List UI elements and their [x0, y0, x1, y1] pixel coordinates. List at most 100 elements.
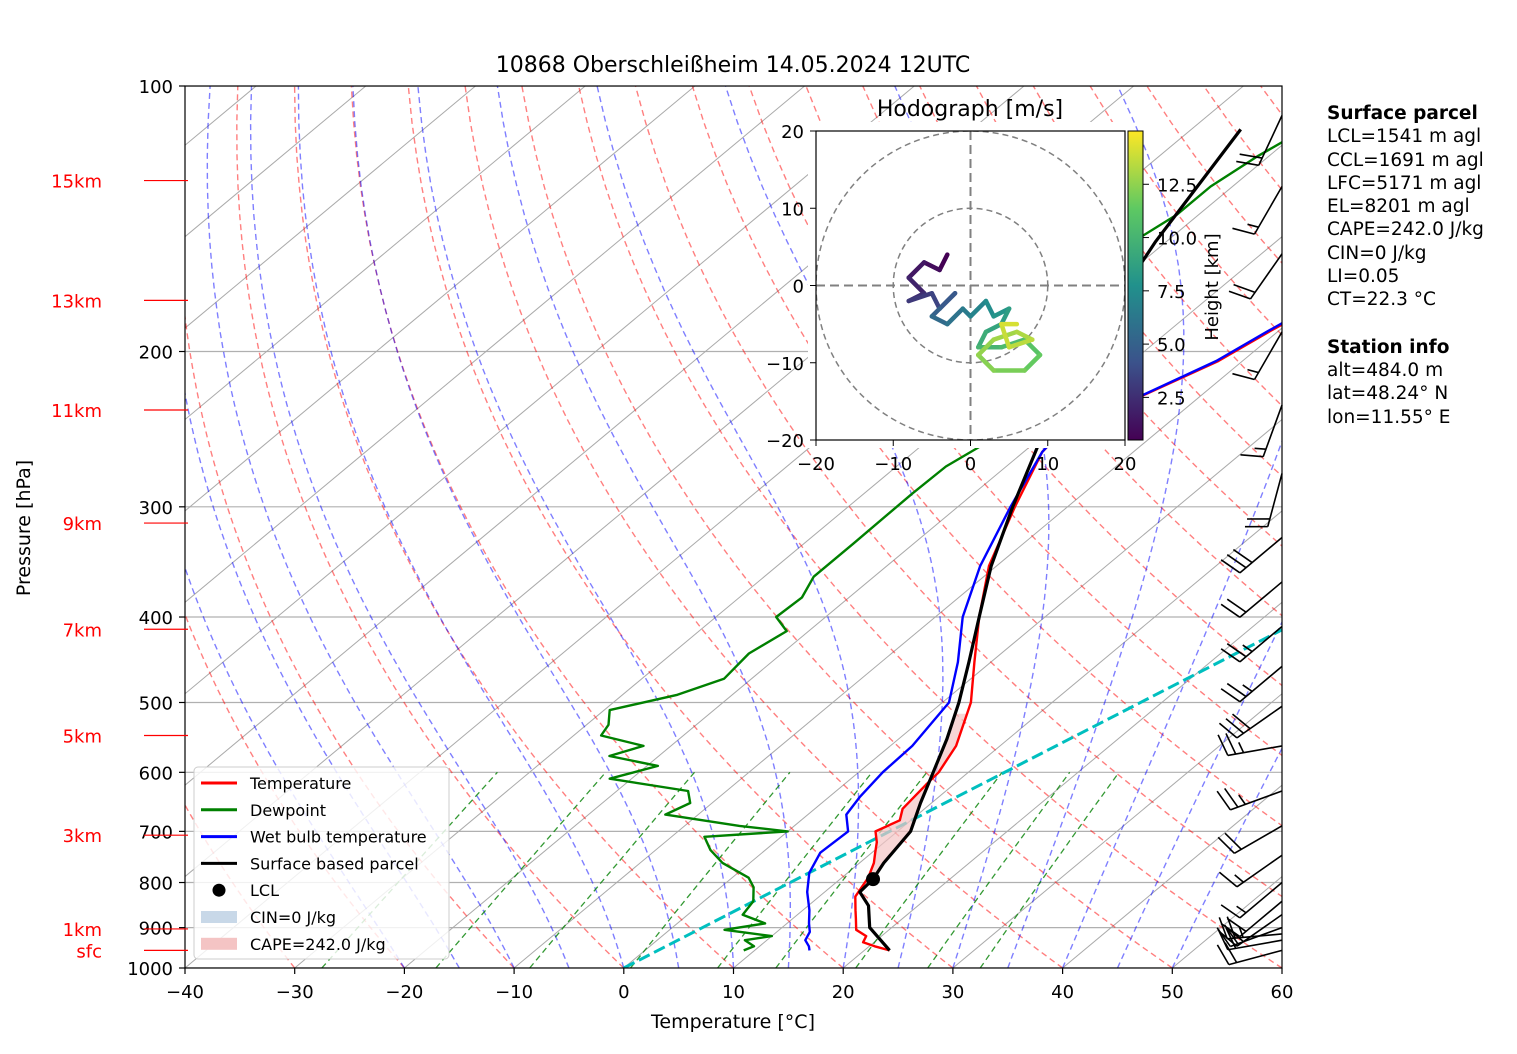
hodograph-y-tick: −20	[766, 431, 804, 452]
mixing-ratio-line	[927, 771, 1071, 968]
wind-barb	[1220, 900, 1283, 938]
moist-adiabat	[1116, 620, 1282, 968]
wind-barb	[1217, 733, 1283, 757]
hodograph: Hodograph [m/s] −20−20 −10 −10 0 0 10 10 20 20 2…	[766, 97, 1223, 475]
x-tick-label: 10	[722, 982, 745, 1003]
legend-entry: Dewpoint	[201, 801, 326, 820]
dry-adiabat	[521, 86, 1173, 968]
hodograph-segment	[929, 314, 950, 327]
dry-adiabat	[407, 86, 954, 968]
hodograph-segment	[945, 306, 966, 327]
x-tick-label: −20	[385, 982, 423, 1003]
moist-adiabat	[297, 86, 625, 968]
dry-adiabat	[293, 86, 734, 968]
height-label: 3km	[63, 826, 102, 847]
mixing-ratio-line	[435, 771, 607, 968]
surface-parcel-line: LI=0.05	[1327, 266, 1400, 288]
colorbar-tick: 5.0	[1157, 335, 1186, 356]
station-info-line: lon=11.55° E	[1327, 406, 1451, 428]
hodograph-segment	[968, 298, 989, 319]
hodograph-segment	[1006, 337, 1035, 350]
x-axis-label: Temperature [°C]	[650, 1011, 815, 1033]
moist-adiabat	[417, 86, 735, 968]
height-label: 5km	[63, 727, 102, 748]
hodograph-segment	[937, 252, 950, 273]
mixing-ratio-line	[629, 771, 791, 968]
wind-barb	[1220, 536, 1283, 574]
colorbar-tick: 12.5	[1157, 175, 1197, 196]
height-label: 7km	[63, 620, 102, 641]
legend-label: Wet bulb temperature	[250, 828, 427, 847]
wind-barb	[1232, 186, 1283, 235]
isotherm	[185, 86, 367, 238]
pressure-tick-label: 200	[139, 343, 173, 364]
surface-parcel-line: CT=22.3 °C	[1327, 289, 1436, 311]
wind-barb	[1232, 331, 1283, 381]
hodograph-segment	[999, 337, 1027, 350]
hodograph-x-tick: 10	[1036, 454, 1059, 475]
x-tick-label: 50	[1161, 982, 1184, 1003]
hodograph-segment	[921, 260, 942, 273]
height-label: 9km	[63, 514, 102, 535]
wind-barb	[1244, 473, 1283, 528]
mixing-ratio-line	[529, 771, 695, 968]
hodograph-segment	[937, 290, 958, 311]
wind-barb	[1220, 625, 1283, 663]
moist-adiabat	[206, 86, 515, 968]
surface-parcel-line: LCL=1541 m agl	[1327, 126, 1482, 148]
isotherm	[185, 86, 805, 603]
dry-adiabat	[691, 86, 1282, 827]
pressure-tick-label: 700	[139, 822, 173, 843]
dry-adiabat	[185, 311, 515, 968]
hodograph-segment	[999, 306, 1012, 327]
legend-label: LCL	[250, 881, 279, 900]
surface-parcel-line: CAPE=242.0 J/kg	[1327, 219, 1484, 241]
station-info-line: alt=484.0 m	[1327, 359, 1444, 381]
hodograph-segment	[975, 329, 989, 350]
colorbar-tick: 10.0	[1157, 229, 1197, 250]
hodograph-segment	[906, 275, 927, 296]
legend-label: CIN=0 J/kg	[250, 908, 336, 927]
legend-entry: Surface based parcel	[201, 854, 419, 873]
height-label: sfc	[76, 941, 102, 962]
colorbar-tick: 7.5	[1157, 282, 1186, 303]
hodograph-title: Hodograph [m/s]	[877, 97, 1063, 122]
pressure-tick-label: 500	[139, 693, 173, 714]
wind-barb	[1218, 705, 1283, 739]
height-label: 13km	[51, 291, 102, 312]
isotherm	[1062, 784, 1282, 968]
pressure-tick-label: 300	[139, 498, 173, 519]
series-temperature	[854, 323, 1282, 952]
wind-barb	[1216, 788, 1283, 811]
chart-title: 10868 Oberschleißheim 14.05.2024 12UTC	[496, 53, 971, 78]
hodograph-segment	[975, 337, 996, 358]
wind-barb	[1236, 115, 1283, 167]
surface-parcel-line: LFC=5171 m agl	[1327, 172, 1482, 194]
hodograph-x-tick: −10	[874, 454, 912, 475]
isotherm	[952, 693, 1282, 968]
dry-adiabat	[919, 86, 1282, 547]
height-label: 11km	[51, 401, 102, 422]
legend-entry: Temperature	[201, 774, 351, 793]
legend: Temperature Dewpoint Wet bulb temperature S…	[193, 766, 450, 960]
isotherm	[513, 327, 1282, 968]
info-panel: Surface parcel LCL=1541 m agl CCL=1691 m …	[1327, 102, 1484, 429]
hodograph-segment	[983, 321, 1004, 335]
dry-adiabat	[634, 86, 1282, 898]
isotherm	[294, 144, 1282, 968]
isotherm	[623, 418, 1282, 968]
hodograph-y-tick: 0	[793, 277, 804, 298]
dry-adiabat	[975, 86, 1282, 478]
hodograph-segment	[1022, 352, 1043, 373]
station-info-title: Station info	[1327, 336, 1450, 358]
surface-parcel-line: CIN=0 J/kg	[1327, 242, 1427, 264]
pressure-tick-label: 800	[139, 874, 173, 895]
wind-barb	[1216, 942, 1283, 966]
x-tick-label: 60	[1271, 982, 1294, 1003]
surface-parcel-line: CCL=1691 m agl	[1327, 149, 1484, 171]
legend-label: Dewpoint	[250, 801, 326, 820]
x-tick-label: 0	[618, 982, 629, 1003]
colorbar	[1127, 130, 1144, 441]
wind-barb	[1220, 665, 1283, 703]
